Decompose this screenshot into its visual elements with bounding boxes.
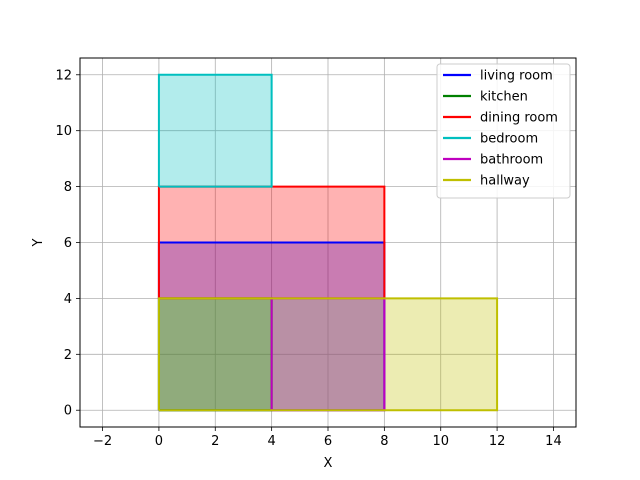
room-fill-kitchen: [158, 298, 272, 411]
room-outlines: [157, 73, 499, 412]
legend-label: living room: [480, 69, 553, 84]
y-tick-label: 2: [64, 348, 72, 363]
x-tick-label: 14: [545, 434, 562, 449]
room-fill-hallway: [158, 298, 498, 411]
y-axis-label: Y: [31, 238, 46, 247]
x-tick-label: −2: [93, 434, 112, 449]
x-axis-label: X: [324, 456, 333, 471]
legend-label: bedroom: [480, 132, 538, 147]
y-tick-label: 12: [55, 68, 72, 83]
legend-box: [436, 63, 571, 199]
room-outline-hallway: [157, 297, 499, 412]
room-fill-bedroom: [158, 74, 272, 187]
legend-label: hallway: [480, 174, 530, 189]
legend-label: kitchen: [480, 90, 528, 105]
y-tick-label: 10: [55, 124, 72, 139]
x-tick-label: 0: [155, 434, 163, 449]
x-tick-label: 12: [489, 434, 506, 449]
y-tick-label: 6: [64, 236, 72, 251]
x-tick-label: 4: [267, 434, 275, 449]
y-tick-label: 0: [64, 404, 72, 419]
room-outline-bedroom: [157, 73, 273, 188]
legend-label: dining room: [480, 111, 558, 126]
axis-ticks: −2 0 2 4 6 8 10 12 14 0 2 4 6 8 10 12: [55, 68, 561, 449]
legend: living room kitchen dining room bedroom bath…: [436, 63, 571, 199]
x-tick-label: 2: [211, 434, 219, 449]
legend-label: bathroom: [480, 153, 543, 168]
x-tick-label: 6: [324, 434, 332, 449]
y-tick-label: 8: [64, 180, 72, 195]
y-tick-label: 4: [64, 292, 72, 307]
x-tick-label: 10: [432, 434, 449, 449]
x-tick-label: 8: [380, 434, 388, 449]
room-fill-bathroom: [271, 298, 385, 411]
